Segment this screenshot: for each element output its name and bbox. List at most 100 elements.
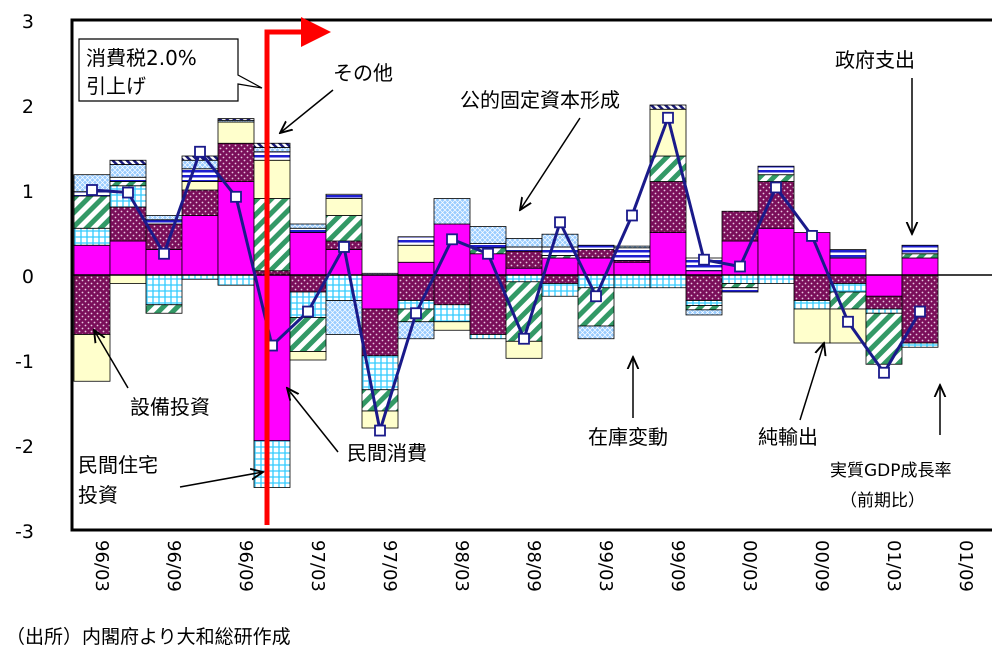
y-tick-label: 0 <box>22 266 34 288</box>
annotations: その他 公的固定資本形成 政府支出 設備投資 在庫変動 純輸出 民間消費 民間住… <box>78 48 952 511</box>
bar-segment-other <box>217 118 255 121</box>
bar-segment-government <box>325 193 363 199</box>
annotation-housing-line1: 民間住宅 <box>78 453 158 477</box>
bar-segment-other <box>253 142 291 148</box>
gdp-growth-marker <box>806 229 818 242</box>
bar-segment-capex <box>685 274 723 301</box>
gdp-growth-marker <box>770 181 782 194</box>
bar-segment-inventory <box>109 274 147 284</box>
x-tick-label: 97/03 <box>307 540 328 592</box>
bar-segment-government <box>181 168 219 182</box>
gdp-growth-marker <box>338 241 350 253</box>
x-tick-label: 98/03 <box>451 540 472 592</box>
annotation-private-consumption: 民間消費 <box>347 441 427 465</box>
bar-segment-other <box>649 104 687 110</box>
bar-segment-private-consumption <box>73 244 111 276</box>
x-axis-ticks: 96/03 96/09 96/09 97/03 97/09 98/03 98/09 99/03… <box>91 540 976 592</box>
annotation-other: その他 <box>333 61 393 85</box>
bar-segment-housing <box>901 342 939 348</box>
bar-segment-capex <box>145 223 183 250</box>
y-axis-ticks: -3 -2 -1 0 1 2 3 <box>15 11 34 543</box>
bar-segment-public-investment <box>73 195 111 229</box>
bar-segment-capex <box>577 249 615 259</box>
bar-segment-government <box>757 165 795 176</box>
gdp-growth-marker <box>482 247 494 260</box>
x-tick-label: 97/09 <box>379 540 400 592</box>
gdp-growth-marker <box>698 253 710 266</box>
plot-frame <box>70 18 992 532</box>
bar-segment-public-investment <box>109 181 147 187</box>
bar-segment-government <box>721 287 759 293</box>
gdp-growth-marker <box>302 305 314 318</box>
x-tick-label: 98/09 <box>523 540 544 592</box>
bar-segment-government <box>505 246 543 252</box>
annotation-gdp-line1: 実質GDP成長率 <box>830 461 952 481</box>
bar-segment-government <box>109 176 147 182</box>
gdp-growth-marker <box>86 184 98 196</box>
gdp-growth-polyline <box>91 112 922 431</box>
bar-segment-capex <box>73 274 111 335</box>
bar-segment-housing <box>505 274 543 283</box>
bar-segment-housing <box>433 304 471 323</box>
annotation-gdp-line2: （前期比） <box>840 491 925 511</box>
bar-segment-housing <box>217 274 255 286</box>
annotation-capex-arrow <box>94 330 129 389</box>
gdp-growth-marker <box>158 247 170 260</box>
gdp-growth-marker <box>446 233 458 246</box>
bar-segment-net-exports <box>397 321 435 340</box>
bar-segment-net-exports <box>253 147 291 153</box>
bar-segment-housing <box>541 283 579 297</box>
gdp-growth-marker <box>626 209 638 222</box>
x-tick-label: 96/09 <box>235 540 256 592</box>
bar-segment-capex <box>829 274 867 284</box>
bar-segment-net-exports <box>289 223 327 229</box>
source-note: （出所）内閣府より大和総研作成 <box>6 626 291 648</box>
gdp-growth-marker <box>410 307 422 320</box>
gdp-growth-marker <box>122 186 134 199</box>
bar-segment-private-consumption <box>181 215 219 276</box>
bar-segment-housing <box>865 308 903 314</box>
bar-segment-net-exports <box>505 238 543 248</box>
bar-segment-private-consumption <box>613 261 651 276</box>
annotation-private-consumption-arrow <box>287 388 339 453</box>
bar-segment-public-investment <box>253 198 291 272</box>
annotation-net-exports: 純輸出 <box>758 425 818 449</box>
bar-segment-capex <box>433 274 471 306</box>
bar-segment-public-investment <box>901 253 939 259</box>
annotation-public-investment: 公的固定資本形成 <box>460 88 620 112</box>
annotation-capex: 設備投資 <box>130 395 210 419</box>
bar-segment-government <box>289 227 327 233</box>
bar-segment-net-exports <box>685 309 723 316</box>
x-tick-label: 00/09 <box>811 540 832 592</box>
gdp-growth-marker <box>914 305 926 318</box>
bar-segment-capex <box>865 295 903 310</box>
bar-segment-housing <box>721 274 759 284</box>
gdp-growth-marker <box>374 424 386 437</box>
tax-hike-marker-line <box>264 17 331 525</box>
bar-segment-housing <box>613 274 651 289</box>
stacked-bars <box>73 104 939 488</box>
tax-hike-callout-line1: 消費税2.0% <box>86 46 197 70</box>
bar-segment-housing <box>253 440 291 488</box>
bar-segment-private-consumption <box>505 267 543 276</box>
bar-segment-capex <box>541 274 579 284</box>
gdp-growth-marker <box>554 216 566 229</box>
x-tick-label: 96/03 <box>91 540 112 592</box>
bar-segment-net-exports <box>469 226 507 244</box>
bar-segment-private-consumption <box>289 232 327 276</box>
bar-segment-capex <box>361 308 399 357</box>
y-tick-label: 1 <box>22 181 34 203</box>
bar-segment-public-investment <box>685 305 723 311</box>
bar-segment-housing <box>757 274 795 284</box>
gdp-growth-marker <box>518 332 530 345</box>
bar-segment-other <box>109 159 147 165</box>
tax-hike-callout-line2: 引上げ <box>86 74 146 98</box>
x-tick-label: 99/09 <box>667 540 688 592</box>
y-tick-label: -2 <box>15 436 34 458</box>
bar-segment-housing <box>649 274 687 289</box>
bar-segment-government <box>253 151 291 161</box>
bar-segment-capex <box>721 210 759 242</box>
bar-segment-public-investment <box>721 283 759 289</box>
bar-segment-inventory <box>289 351 327 361</box>
